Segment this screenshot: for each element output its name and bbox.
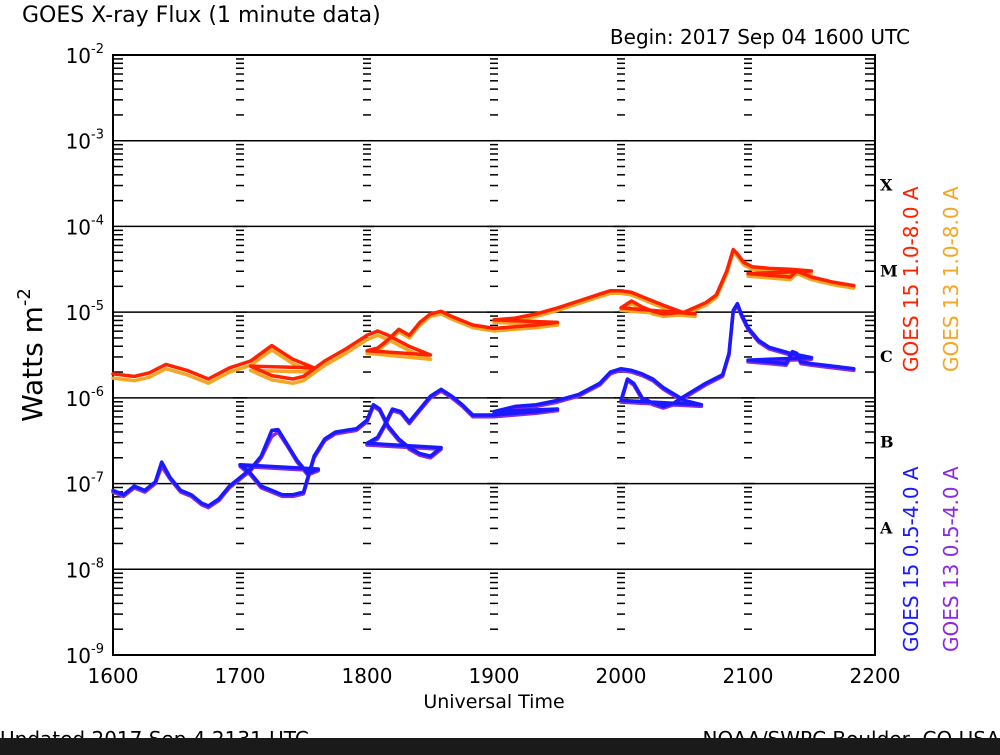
y-tick-labels: 10-210-310-410-510-610-710-810-9 [66, 42, 104, 668]
legend-entry: GOES 15 1.0-8.0 A [899, 186, 923, 372]
y-axis-label: Watts m-2 [14, 288, 49, 422]
flare-class-label: X [880, 176, 893, 195]
y-tick-label: 10-5 [66, 299, 104, 325]
y-tick-label-exponent: -4 [91, 213, 104, 228]
y-tick-label-exponent: -9 [91, 642, 104, 657]
x-tick-label: 1600 [88, 664, 139, 688]
y-tick-label-base: 10 [66, 215, 91, 239]
x-tick-label: 1900 [469, 664, 520, 688]
decade-grid-lines [113, 139, 875, 571]
y-tick-label-exponent: -5 [91, 299, 104, 314]
begin-label: Begin: 2017 Sep 04 1600 UTC [610, 25, 910, 49]
flare-class-label: C [880, 347, 893, 366]
bottom-bar [0, 738, 1000, 755]
y-tick-label-base: 10 [66, 558, 91, 582]
flare-class-label: M [880, 261, 898, 280]
y-tick-label: 10-2 [66, 42, 104, 68]
series-line [111, 303, 856, 510]
y-axis-label-text: Watts m [16, 306, 49, 422]
y-tick-label: 10-6 [66, 385, 104, 411]
y-tick-label-base: 10 [66, 387, 91, 411]
legend-entry: GOES 15 0.5-4.0 A [899, 466, 923, 652]
legend: GOES 15 1.0-8.0 A GOES 13 1.0-8.0 A GOES 1… [899, 186, 963, 652]
y-tick-label-exponent: -7 [91, 471, 104, 486]
x-axis-label: Universal Time [423, 691, 564, 713]
legend-entry: GOES 13 0.5-4.0 A [939, 466, 963, 652]
y-tick-label: 10-7 [66, 471, 104, 497]
y-tick-label: 10-4 [66, 213, 104, 239]
legend-entry: GOES 13 1.0-8.0 A [939, 186, 963, 372]
x-tick-label: 2200 [850, 664, 901, 688]
y-tick-label-base: 10 [66, 473, 91, 497]
series-line [111, 250, 856, 386]
y-axis-label-exponent: -2 [14, 288, 35, 306]
series-lines [111, 247, 856, 510]
chart-title: GOES X-ray Flux (1 minute data) [22, 3, 381, 28]
x-tick-label: 2000 [596, 664, 647, 688]
x-tick-label: 1800 [342, 664, 393, 688]
y-tick-label-exponent: -6 [91, 385, 104, 400]
x-tick-labels: 1600 1700 1800 1900 2000 2100 2200 [88, 664, 901, 688]
x-tick-columns [233, 54, 755, 656]
flare-class-label: A [879, 518, 893, 537]
x-tick-label: 2100 [723, 664, 774, 688]
y-tick-label-exponent: -3 [91, 128, 104, 143]
y-tick-label-base: 10 [66, 44, 91, 68]
y-tick-label-exponent: -8 [91, 556, 104, 571]
y-tick-label-base: 10 [66, 301, 91, 325]
y-tick-label: 10-8 [66, 556, 104, 582]
flare-class-label: B [880, 433, 894, 452]
y-tick-label: 10-9 [66, 642, 104, 668]
x-tick-label: 1700 [215, 664, 266, 688]
series-line [111, 301, 856, 508]
plot-frame [112, 54, 876, 656]
y-tick-label-base: 10 [66, 644, 91, 668]
flare-class-labels: X M C B A [879, 176, 898, 538]
y-tick-label-exponent: -2 [91, 42, 104, 57]
series-line [111, 247, 856, 381]
y-minor-ticks [113, 58, 875, 630]
y-tick-label-base: 10 [66, 130, 91, 154]
y-tick-label: 10-3 [66, 128, 104, 154]
